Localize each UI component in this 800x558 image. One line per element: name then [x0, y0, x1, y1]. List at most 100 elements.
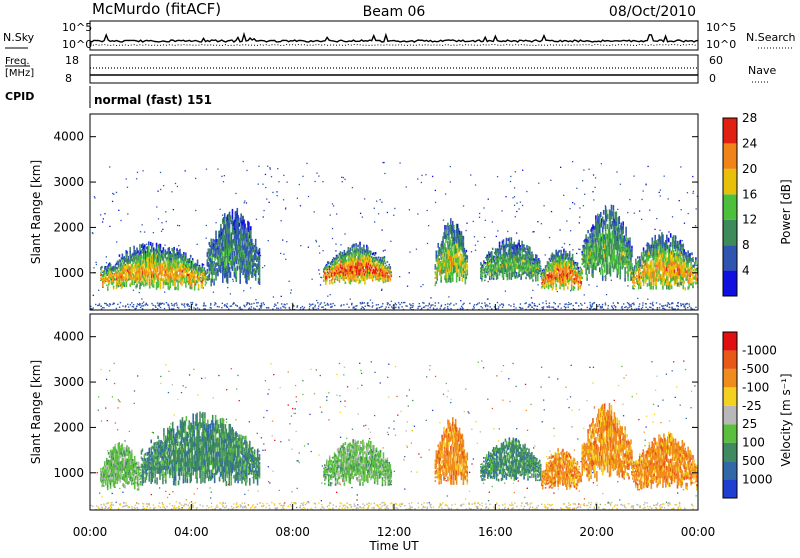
heatmap-cell	[241, 265, 243, 269]
scatter-point	[343, 177, 344, 178]
heatmap-cell	[144, 244, 146, 247]
scatter-point	[549, 237, 550, 238]
scatter-point	[299, 184, 300, 185]
heatmap-cell	[540, 271, 542, 272]
heatmap-cell	[244, 224, 246, 229]
ground-point	[217, 306, 218, 307]
heatmap-cell	[113, 286, 115, 288]
heatmap-cell	[390, 273, 392, 274]
scatter-point	[333, 205, 334, 206]
heatmap-cell	[485, 273, 487, 274]
heatmap-cell	[355, 243, 357, 246]
heatmap-cell	[136, 281, 138, 284]
heatmap-cell	[179, 263, 181, 266]
heatmap-cell	[131, 264, 133, 267]
heatmap-cell	[507, 274, 509, 277]
ground-point	[97, 305, 98, 306]
heatmap-cell	[388, 279, 390, 280]
heatmap-cell	[539, 260, 541, 261]
scatter-point	[570, 230, 571, 231]
heatmap-cell	[466, 250, 468, 252]
heatmap-cell	[512, 269, 514, 272]
heatmap-cell	[232, 266, 234, 271]
heatmap-cell	[574, 287, 576, 289]
heatmap-cell	[466, 264, 468, 266]
scatter-point	[316, 300, 317, 301]
heatmap-cell	[222, 251, 224, 256]
scatter-point	[501, 210, 502, 211]
heatmap-cell	[124, 282, 126, 285]
heatmap-cell	[224, 213, 226, 218]
heatmap-cell	[259, 270, 261, 273]
scatter-point	[421, 175, 422, 176]
ground-point	[594, 302, 595, 303]
heatmap-cell	[255, 274, 257, 277]
scatter-point	[156, 206, 157, 207]
heatmap-cell	[357, 275, 359, 278]
ground-point	[297, 305, 298, 306]
heatmap-cell	[555, 250, 557, 253]
scatter-point	[562, 247, 563, 248]
heatmap-cell	[120, 260, 122, 262]
scatter-point	[93, 295, 94, 296]
scatter-point	[430, 297, 431, 298]
ground-point	[309, 308, 310, 309]
heatmap-cell	[438, 258, 440, 260]
heatmap-cell	[152, 243, 154, 247]
heatmap-cell	[464, 250, 466, 252]
ground-point	[140, 307, 141, 308]
ground-point	[248, 308, 249, 309]
ground-point	[401, 302, 402, 303]
ground-point	[249, 304, 250, 305]
heatmap-cell	[447, 241, 449, 245]
ground-point	[684, 306, 685, 307]
ground-point	[251, 303, 252, 304]
scatter-point	[466, 223, 467, 224]
ground-point	[264, 304, 265, 305]
ground-point	[263, 302, 264, 303]
nave-label: Nave	[748, 64, 776, 77]
scatter-point	[116, 192, 117, 193]
ground-point	[117, 304, 118, 305]
ground-point	[587, 307, 588, 308]
heatmap-cell	[523, 244, 525, 246]
heatmap-cell	[536, 255, 538, 257]
ground-point	[671, 307, 672, 308]
scatter-point	[543, 205, 544, 206]
heatmap-cell	[126, 272, 128, 275]
power-data	[90, 161, 699, 311]
scatter-point	[693, 191, 694, 192]
ground-point	[621, 307, 622, 308]
heatmap-cell	[532, 279, 534, 282]
heatmap-cell	[105, 266, 107, 267]
heatmap-cell	[531, 252, 533, 254]
scatter-point	[263, 216, 264, 217]
heatmap-cell	[450, 277, 452, 282]
scatter-point	[163, 185, 164, 186]
ground-point	[135, 308, 136, 309]
scatter-point	[376, 201, 377, 202]
ground-point	[162, 303, 163, 304]
scatter-point	[576, 253, 577, 254]
scatter-point	[652, 302, 653, 303]
ground-point	[624, 307, 625, 308]
heatmap-cell	[220, 265, 222, 269]
ground-point	[127, 304, 128, 305]
heatmap-cell	[224, 219, 226, 224]
ground-point	[628, 303, 629, 304]
heatmap-cell	[537, 276, 539, 278]
heatmap-cell	[569, 251, 571, 254]
ground-point	[184, 303, 185, 304]
scatter-point	[335, 250, 336, 251]
ground-point	[382, 303, 383, 304]
heatmap-cell	[103, 277, 105, 278]
heatmap-cell	[501, 248, 503, 250]
heatmap-cell	[540, 266, 542, 267]
heatmap-cell	[562, 270, 564, 273]
scatter-point	[417, 178, 418, 179]
scatter-point	[177, 186, 178, 187]
heatmap-cell	[466, 273, 468, 275]
heatmap-cell	[512, 274, 514, 277]
scatter-point	[177, 225, 178, 226]
ground-point	[476, 304, 477, 305]
